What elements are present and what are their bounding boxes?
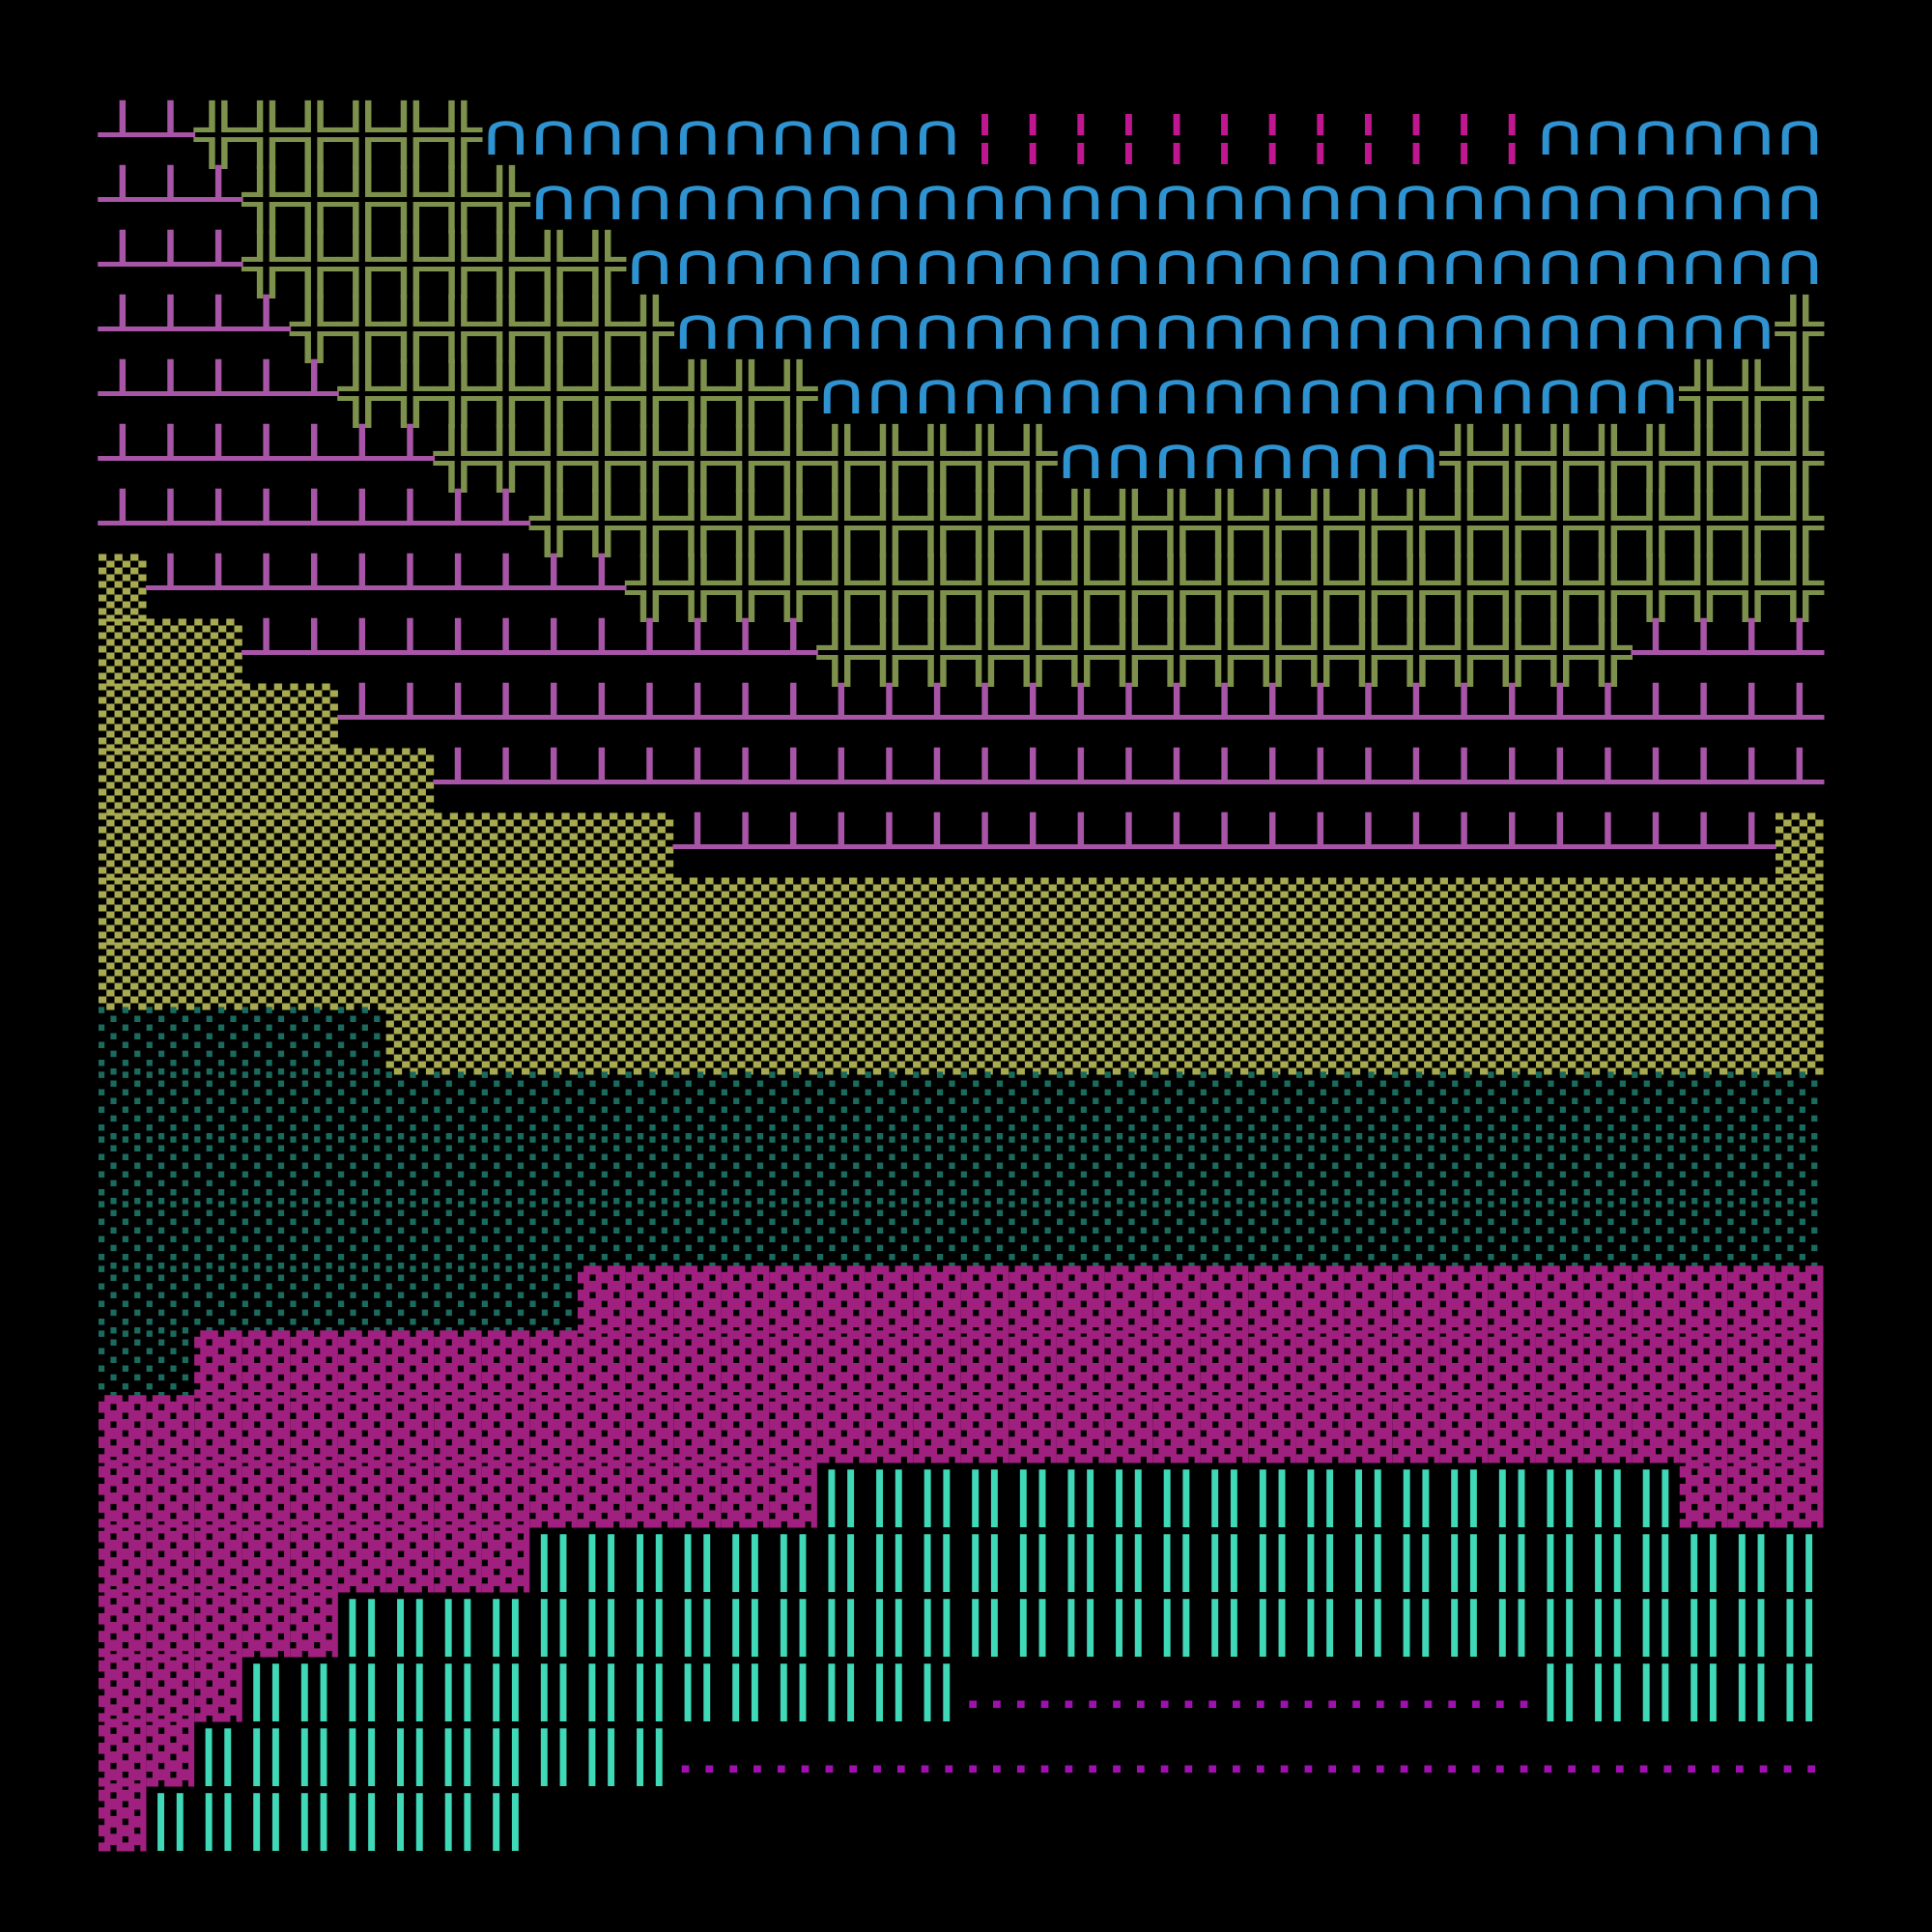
glyph-run: ‖‖‖‖‖‖‖‖‖‖‖‖‖‖‖‖‖‖ xyxy=(817,1461,1680,1528)
glyph-run: ┴┴┴┴ xyxy=(98,294,292,363)
glyph-run: ░░░░░░░░░░░░░░░░░░░░░░░░░░░░░░░░░░░░ xyxy=(99,1071,1824,1140)
glyph-run: ░░░░░░░░░░░░░░░░░░░░░░░░░░░░░░░░░░░░ xyxy=(99,1201,1824,1269)
glyph-run: ▓▓ xyxy=(99,1719,195,1787)
glyph-run: ┴┴┴┴┴┴┴┴┴┴ xyxy=(145,553,627,622)
glyph-run: ▒ xyxy=(99,554,148,622)
glyph-run: ∩∩∩∩∩∩∩∩∩∩∩∩∩∩∩∩∩∩ xyxy=(817,360,1680,428)
glyph-run: ¦¦¦¦¦¦¦¦¦¦¦¦ xyxy=(961,101,1536,169)
glyph-run: ┴┴┴ xyxy=(98,164,243,234)
glyph-run: ▒▒▒▒▒▒▒▒▒▒▒▒▒▒▒▒▒▒▒▒▒▒▒▒▒▒▒▒▒▒ xyxy=(386,1007,1825,1075)
glyph-run: ▒▒▒▒▒ xyxy=(99,683,339,752)
glyph-run: ∩∩∩∩∩∩∩∩∩∩∩∩∩∩∩∩∩∩∩∩∩∩∩ xyxy=(673,296,1776,363)
glyph-run: ╬╬╬ xyxy=(1678,358,1824,429)
glyph-run: ▒▒▒▒▒▒▒▒▒▒▒▒▒▒▒▒▒▒▒▒▒▒▒▒▒▒▒▒▒▒▒▒▒▒▒▒ xyxy=(99,942,1825,1010)
glyph-run: ╬╬╬╬╬╬╬╬╬╬╬╬╬╬╬╬╬╬╬╬╬╬╬╬╬ xyxy=(624,553,1825,623)
glyph-run: ▓▓▓▓▓▓▓▓▓ xyxy=(99,1524,531,1593)
glyph-run: ▓▓▓▓▓ xyxy=(99,1589,339,1658)
glyph-run: ∩∩∩∩∩∩ xyxy=(1536,101,1824,169)
glyph-run: ┴┴┴┴┴┴┴┴┴ xyxy=(98,488,531,557)
glyph-run: ‖‖‖‖‖‖‖‖‖‖‖‖‖‖‖‖‖‖‖‖‖‖‖‖‖‖‖‖‖‖‖ xyxy=(338,1590,1824,1658)
glyph-run: ╬╬╬╬╬╬╬╬╬╬╬╬╬╬╬╬╬ xyxy=(816,617,1634,688)
glyph-run: ‖‖‖‖‖‖ xyxy=(1536,1655,1824,1722)
glyph-run: ▓▓▓▓▓▓▓▓▓▓▓▓▓▓▓▓▓▓▓▓▓▓▓▓▓▓ xyxy=(578,1265,1825,1334)
glyph-run: ▓▓▓▓▓▓▓▓▓▓▓▓▓▓▓▓▓▓▓▓▓▓▓▓▓▓▓▓▓▓▓▓▓▓▓▓ xyxy=(99,1395,1825,1463)
glyph-run: ▒▒▒▒▒▒▒ xyxy=(99,748,435,816)
glyph-run: ╬╬╬╬╬╬╬╬╬╬╬╬╬╬╬╬╬╬╬╬╬╬╬╬╬╬╬ xyxy=(528,488,1825,558)
glyph-run: ╬╬╬╬╬╬╬╬ xyxy=(241,229,626,299)
glyph-run: ‖‖‖‖‖‖‖‖‖‖‖‖‖‖‖‖‖‖‖‖‖‖‖‖‖‖‖ xyxy=(529,1525,1823,1593)
glyph-run: ∩∩∩∩∩∩∩∩∩∩∩∩∩∩∩∩∩∩∩∩∩∩∩∩∩ xyxy=(626,231,1824,298)
glyph-run: ▓▓▓ xyxy=(99,1654,243,1722)
glyph-run: ┴┴┴┴ xyxy=(1631,617,1825,687)
glyph-run: ┴┴┴┴┴ xyxy=(98,358,340,428)
glyph-run: ╬╬╬╬╬╬╬╬╬╬╬╬╬ xyxy=(433,423,1058,494)
glyph-run: ‥‥‥‥‥‥‥‥‥‥‥‥‥‥‥‥‥‥‥‥‥‥‥‥ xyxy=(673,1719,1823,1787)
glyph-run: ▒▒▒▒▒▒▒▒▒▒▒▒▒▒▒▒▒▒▒▒▒▒▒▒▒▒▒▒▒▒▒▒▒▒▒▒ xyxy=(99,877,1825,946)
glyph-run: ┴┴┴ xyxy=(98,229,243,298)
glyph-run: ∩∩∩∩∩∩∩∩∩∩ xyxy=(482,101,961,169)
glyph-run: ░░░░░░░░░░░░░░░░░░░░░░░░░░░░░░░░░░░░ xyxy=(99,1136,1824,1205)
glyph-run: ╬╬╬╬╬╬╬╬ xyxy=(1438,423,1824,494)
glyph-run: ░░░░░░░░░░ xyxy=(99,1265,578,1334)
glyph-run: ╬╬╬╬╬╬╬╬ xyxy=(289,294,674,364)
glyph-run: ┴┴ xyxy=(98,99,196,169)
glyph-run: ∩∩∩∩∩∩∩∩∩∩∩∩∩∩∩∩∩∩∩∩∩∩∩∩∩∩∩ xyxy=(529,166,1823,234)
glyph-run: ▒ xyxy=(1776,812,1825,881)
glyph-run: ┴┴┴┴┴┴┴ xyxy=(98,423,436,493)
glyph-run: ░░░░░░ xyxy=(99,1007,386,1075)
glyph-run: ▓▓▓▓▓▓▓▓▓▓▓▓▓▓▓▓▓▓▓▓▓▓▓▓▓▓▓▓▓▓▓▓▓▓ xyxy=(194,1330,1825,1399)
glyph-run: ▒▒▒ xyxy=(99,618,243,687)
glyph-run: ‖‖‖‖‖‖‖‖‖‖‖‖‖‖‖ xyxy=(242,1655,961,1722)
glyph-run: ▓ xyxy=(99,1783,148,1852)
glyph-run: ┴┴┴┴┴┴┴┴┴┴┴┴┴┴┴┴┴┴┴┴┴┴┴┴┴┴┴┴┴┴┴ xyxy=(337,682,1825,752)
glyph-run: ┴┴┴┴┴┴┴┴┴┴┴┴┴┴┴┴┴┴┴┴┴┴┴┴┴┴┴┴┴ xyxy=(433,747,1825,816)
glyph-run: ▓▓▓▓▓▓▓▓▓▓▓▓▓▓▓ xyxy=(99,1460,818,1528)
glyph-run: ▓▓▓ xyxy=(1680,1460,1825,1528)
glyph-run: ‖‖‖‖‖‖‖‖ xyxy=(147,1784,530,1852)
glyph-run: ▒▒▒▒▒▒▒▒▒▒▒▒ xyxy=(99,812,674,881)
glyph-run: ┴┴┴┴┴┴┴┴┴┴┴┴┴┴┴┴┴┴┴┴┴┴┴ xyxy=(672,811,1776,881)
glyph-run: ‖‖‖‖‖‖‖‖‖‖ xyxy=(194,1719,673,1787)
glyph-run: ╬ xyxy=(1775,294,1825,364)
glyph-run: ╬╬╬╬╬╬ xyxy=(193,99,483,170)
glyph-run: ‥‥‥‥‥‥‥‥‥‥‥‥ xyxy=(961,1655,1536,1722)
glyph-run: ╬╬╬╬╬╬╬╬╬╬ xyxy=(337,358,819,429)
glyph-run: ╬╬╬╬╬╬ xyxy=(241,164,530,235)
glyph-run: ░░ xyxy=(99,1330,194,1399)
glyph-run: ┴┴┴┴┴┴┴┴┴┴┴┴ xyxy=(241,617,818,687)
glyph-run: ∩∩∩∩∩∩∩∩ xyxy=(1057,425,1440,493)
